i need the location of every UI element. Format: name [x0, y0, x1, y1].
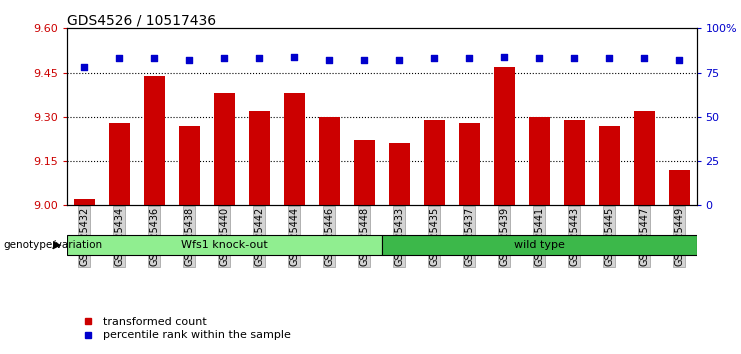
Point — [253, 56, 265, 61]
Text: ▶: ▶ — [53, 240, 62, 250]
Bar — [668, 170, 690, 205]
Bar — [494, 67, 514, 205]
Point — [498, 54, 510, 59]
Bar — [319, 117, 339, 205]
Bar — [179, 126, 199, 205]
Point — [323, 57, 335, 63]
Bar — [634, 111, 654, 205]
Text: wild type: wild type — [514, 240, 565, 250]
Point — [113, 56, 125, 61]
Bar — [459, 123, 479, 205]
Point — [463, 56, 475, 61]
Point — [358, 57, 370, 63]
Bar — [284, 93, 305, 205]
Point — [218, 56, 230, 61]
Bar — [424, 120, 445, 205]
Bar — [599, 126, 619, 205]
Bar — [249, 111, 270, 205]
Text: genotype/variation: genotype/variation — [4, 240, 103, 250]
Point — [79, 64, 90, 70]
Point — [288, 54, 300, 59]
Point — [673, 57, 685, 63]
Point — [148, 56, 160, 61]
Bar — [528, 117, 550, 205]
Point — [568, 56, 580, 61]
Bar — [109, 123, 130, 205]
Point — [183, 57, 195, 63]
Point — [603, 56, 615, 61]
Bar — [388, 143, 410, 205]
Bar — [564, 120, 585, 205]
Point — [638, 56, 650, 61]
Bar — [353, 141, 375, 205]
Text: Wfs1 knock-out: Wfs1 knock-out — [181, 240, 268, 250]
Bar — [73, 199, 95, 205]
Point — [393, 57, 405, 63]
Legend: transformed count, percentile rank within the sample: transformed count, percentile rank withi… — [72, 313, 296, 345]
Point — [533, 56, 545, 61]
Bar — [67, 235, 382, 256]
Text: GDS4526 / 10517436: GDS4526 / 10517436 — [67, 13, 216, 27]
Bar — [144, 75, 165, 205]
Point — [428, 56, 440, 61]
Bar — [213, 93, 235, 205]
Bar — [382, 235, 697, 256]
